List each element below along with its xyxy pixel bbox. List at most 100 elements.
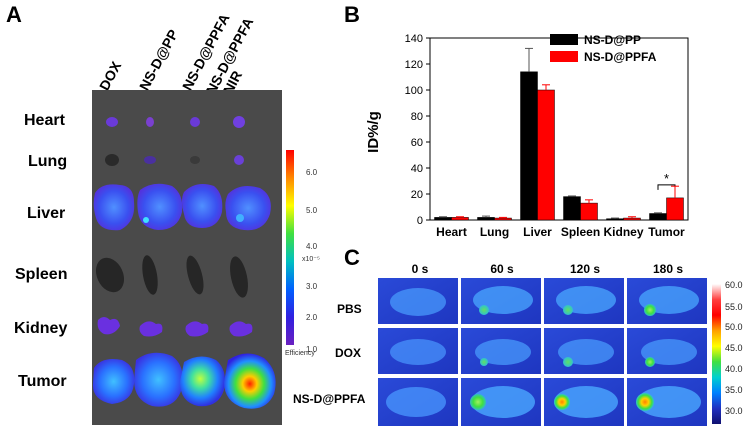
bar-ns-d-ppfa-kidney: [623, 217, 641, 221]
bar-ns-d-ppfa-tumor: [666, 197, 684, 221]
chart-bars: [434, 47, 684, 221]
significance-star: *: [664, 171, 669, 186]
scale-tick-50: 50.0: [725, 322, 743, 332]
panel-a-label: A: [6, 2, 22, 27]
mouse-body: [641, 339, 697, 365]
y-tick-label: 20: [411, 189, 423, 201]
column-header-ns-d-pp: NS-D@PP: [135, 26, 182, 94]
thermal-row-pbs: [378, 278, 707, 324]
chart-axes: 0 20 40 60 80 100 120 140 Heart Lung Liver Spleen Ki…: [405, 33, 689, 239]
heart-ns-d-ppfa-nir: [233, 116, 245, 128]
colorbar-tick-2: 2.0: [306, 313, 318, 322]
time-label-180s: 180 s: [652, 262, 684, 276]
kidney-dox: [97, 317, 120, 335]
plot-frame: [429, 37, 689, 221]
tumor-spot: [480, 358, 488, 366]
tumor-spot: [470, 394, 486, 410]
bar-ns-d-ppfa-spleen: [580, 202, 598, 221]
mouse-body: [390, 339, 446, 365]
kidney-ns-d-ppfa: [185, 321, 209, 337]
time-label-0s: 0 s: [411, 262, 429, 276]
panel-b-label: B: [344, 2, 360, 27]
mouse-body: [637, 386, 701, 418]
bar-ns-d-ppfa-lung: [494, 217, 512, 221]
scale-tick-35: 35.0: [725, 385, 743, 395]
tumor-dox: [92, 359, 135, 404]
liver-ns-d-ppfa: [182, 184, 223, 228]
organ-label-lung: Lung: [28, 153, 68, 170]
tumor-spot: [644, 304, 656, 316]
ex-vivo-fluorescence-image: [92, 90, 282, 425]
organ-label-spleen: Spleen: [15, 266, 68, 283]
scale-tick-55: 55.0: [725, 302, 743, 312]
colorbar-tick-6: 6.0: [306, 168, 318, 177]
mouse-body: [554, 386, 618, 418]
thermal-row-ns-d-ppfa: [378, 378, 707, 426]
x-tick-label: Heart: [436, 225, 467, 239]
thermal-image-grid: [378, 278, 707, 426]
tumor-spot: [563, 357, 573, 367]
bar-ns-d-pp-liver: [520, 71, 538, 221]
x-tick-label: Lung: [480, 225, 509, 239]
tumor-spot: [479, 305, 489, 315]
x-tick-label: Tumor: [648, 225, 685, 239]
x-tick-label: Spleen: [561, 225, 600, 239]
lung-ns-d-pp: [144, 156, 156, 164]
row-label-dox: DOX: [335, 346, 362, 360]
colorbar-caption: Efficiency: [285, 350, 315, 357]
thermal-row-dox: [378, 328, 707, 374]
tumor-ns-d-pp: [134, 352, 183, 407]
scale-tick-45: 45.0: [725, 343, 743, 353]
colorbar-exponent: x10⁻⁵: [302, 256, 320, 263]
lung-ns-d-ppfa-nir: [234, 155, 244, 165]
bar-ns-d-pp-heart: [434, 217, 452, 221]
liver-dox: [93, 184, 135, 231]
liver-ns-d-pp: [137, 183, 183, 230]
bar-ns-d-pp-kidney: [606, 218, 624, 221]
row-label-pbs: PBS: [337, 302, 362, 316]
liver-ns-d-pp-hotspot: [143, 217, 149, 223]
x-tick-label: Kidney: [603, 225, 643, 239]
y-tick-label: 0: [417, 215, 423, 227]
kidney-ns-d-pp: [139, 321, 163, 337]
tumor-spot: [554, 394, 570, 410]
spleen-ns-d-ppfa-nir: [230, 256, 248, 298]
organ-label-tumor: Tumor: [18, 373, 67, 390]
heart-dox: [106, 117, 118, 127]
spleen-ns-d-pp: [142, 255, 158, 295]
temperature-scale-bar: [712, 284, 721, 424]
panel-c-label: C: [344, 245, 360, 270]
spleen-dox: [95, 257, 125, 293]
organ-label-kidney: Kidney: [14, 320, 68, 337]
mouse-body: [558, 339, 614, 365]
bar-ns-d-pp-spleen: [563, 196, 581, 221]
colorbar-tick-5: 5.0: [306, 206, 318, 215]
scale-tick-60: 60.0: [725, 280, 743, 290]
colorbar-tick-4: 4.0: [306, 242, 318, 251]
y-tick-label: 100: [405, 85, 423, 97]
x-tick-label: Liver: [523, 225, 552, 239]
liver-ns-d-ppfa-nir: [225, 186, 271, 231]
column-header-dox: DOX: [95, 58, 125, 93]
scale-tick-30: 30.0: [725, 406, 743, 416]
mouse-body: [471, 386, 535, 418]
y-tick-label: 80: [411, 111, 423, 123]
heart-ns-d-ppfa: [190, 117, 200, 127]
liver-ns-d-ppfa-nir-hotspot: [236, 214, 244, 222]
colorbar-tick-3: 3.0: [306, 282, 318, 291]
heart-ns-d-pp: [146, 117, 154, 127]
legend-swatch: [550, 51, 578, 62]
chart-legend: NS-D@PP NS-D@PPFA: [550, 33, 657, 64]
lung-dox: [105, 154, 119, 166]
mouse-body: [390, 288, 446, 316]
bar-ns-d-pp-lung: [477, 217, 495, 221]
organ-label-heart: Heart: [24, 112, 65, 129]
scale-tick-40: 40.0: [725, 364, 743, 374]
kidney-ns-d-ppfa-nir: [229, 321, 253, 337]
y-tick-label: 140: [405, 33, 423, 45]
y-axis-label: ID%/g: [365, 111, 382, 153]
time-label-120s: 120 s: [569, 262, 601, 276]
bar-ns-d-ppfa-liver: [537, 89, 555, 221]
y-tick-label: 40: [411, 163, 423, 175]
lung-ns-d-ppfa: [190, 156, 200, 164]
